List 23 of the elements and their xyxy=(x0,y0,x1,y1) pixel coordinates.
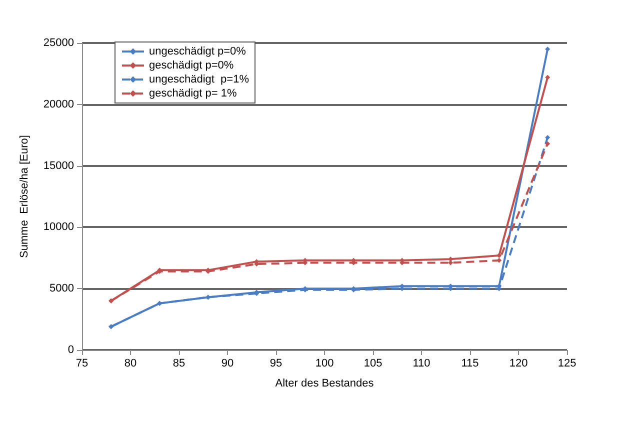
x-tick-label: 120 xyxy=(509,358,528,370)
x-tick-label: 110 xyxy=(412,358,430,370)
y-tick-label: 15000 xyxy=(43,160,74,172)
y-tick-label: 10000 xyxy=(43,221,74,234)
x-tick-label: 95 xyxy=(270,358,282,370)
legend-label: ungeschädigt p=0% xyxy=(149,46,246,58)
x-tick-label: 80 xyxy=(124,358,137,370)
x-tick-label: 85 xyxy=(172,358,186,370)
x-axis-title: Alter des Bestandes xyxy=(275,378,374,390)
y-tick-label: 25000 xyxy=(43,37,74,49)
y-tick-label: 20000 xyxy=(43,98,74,110)
x-tick-label: 75 xyxy=(76,358,88,370)
legend-label: geschädigt p= 1% xyxy=(149,88,237,100)
x-tick-label: 115 xyxy=(461,358,479,370)
legend-label: ungeschädigt p=1% xyxy=(149,74,250,86)
x-tick-label: 100 xyxy=(315,358,334,370)
x-tick-label: 90 xyxy=(221,358,234,370)
x-tick-label: 105 xyxy=(364,358,382,370)
y-tick-label: 5000 xyxy=(50,282,74,295)
legend-label: geschädigt p=0% xyxy=(149,60,234,72)
x-tick-label: 125 xyxy=(558,358,576,370)
y-axis-title: Summe Erlöse/ha [Euro] xyxy=(18,135,30,258)
y-tick-label: 0 xyxy=(68,344,74,356)
